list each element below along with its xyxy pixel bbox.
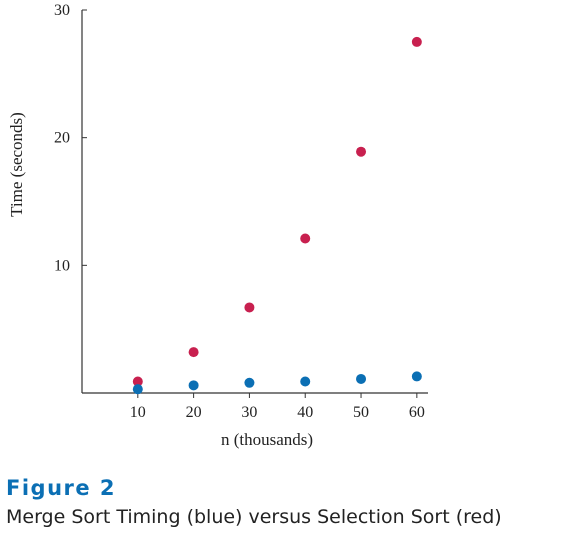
data-point-series-2	[300, 376, 311, 387]
axes	[81, 10, 428, 394]
ticks: 10 20 30 40 50 60 10 20 30	[54, 2, 425, 421]
y-tick-label: 30	[54, 2, 70, 19]
data-point-series-1	[411, 36, 422, 47]
scatter-chart: 10 20 30 40 50 60 10 20 30 n (thousands) Time (s…	[7, 2, 428, 449]
x-tick-label: 30	[241, 404, 257, 421]
data-point-series-2	[411, 371, 422, 382]
data-point-series-1	[188, 347, 199, 358]
y-tick-label: 20	[54, 130, 70, 147]
data-points	[132, 36, 422, 395]
figure-caption: Merge Sort Timing (blue) versus Selectio…	[6, 506, 502, 528]
figure-label: Figure 2	[6, 476, 117, 500]
data-point-series-2	[244, 377, 255, 388]
x-tick-label: 10	[130, 404, 146, 421]
data-point-series-1	[244, 302, 255, 313]
x-tick-label: 60	[409, 404, 425, 421]
data-point-series-2	[356, 373, 367, 384]
x-tick-label: 20	[186, 404, 202, 421]
data-point-series-2	[188, 380, 199, 391]
data-point-series-1	[300, 233, 311, 244]
data-point-series-1	[356, 146, 367, 157]
data-point-series-1	[132, 376, 143, 387]
x-tick-label: 50	[353, 404, 369, 421]
data-point-series-2	[132, 384, 143, 395]
y-tick-label: 10	[54, 257, 70, 274]
y-axis-label: Time (seconds)	[7, 112, 26, 217]
x-axis-label: n (thousands)	[221, 430, 313, 449]
x-tick-label: 40	[297, 404, 313, 421]
